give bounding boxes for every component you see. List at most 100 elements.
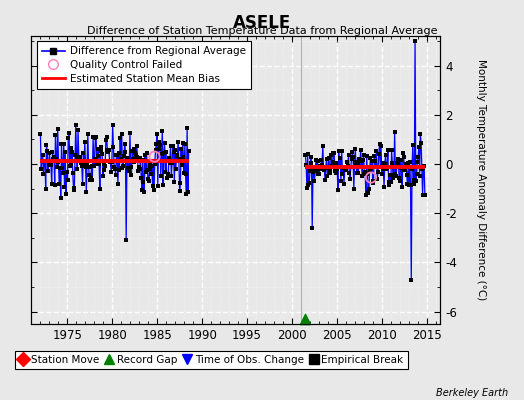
Point [326,170,334,176]
Point [316,166,325,172]
Point [322,155,331,162]
Point [153,130,161,137]
Point [121,149,129,155]
Point [414,143,423,150]
Point [132,152,140,158]
Point [139,179,148,186]
Text: Berkeley Earth: Berkeley Earth [436,388,508,398]
Point [346,164,355,170]
Point [363,171,372,177]
Point [388,160,397,166]
Point [379,166,387,172]
Point [92,134,100,140]
Point [304,182,313,188]
Point [329,149,337,156]
Point [174,156,183,162]
Point [403,180,412,187]
Point [350,186,358,192]
Point [112,152,121,158]
Point [43,148,51,155]
Point [416,131,424,138]
Point [387,147,396,154]
Point [140,189,148,196]
Point [73,166,81,173]
Point [137,175,146,182]
Point [124,165,133,171]
Point [341,166,350,173]
Point [64,134,72,141]
Point [89,134,97,140]
Point [397,156,405,163]
Point [184,148,193,154]
Point [41,158,49,164]
Point [307,154,315,160]
Point [105,147,113,154]
Point [301,316,310,322]
Point [341,166,349,172]
Point [169,149,178,155]
Point [126,164,135,170]
Point [155,146,163,152]
Point [172,166,180,172]
Point [408,166,416,172]
Point [323,173,332,179]
Point [143,150,151,156]
Point [313,168,321,174]
Point [330,150,339,156]
Point [329,159,337,165]
Point [102,133,111,140]
Point [367,165,375,171]
Point [337,148,346,154]
Point [156,142,164,148]
Point [418,166,426,173]
Point [149,158,158,164]
Point [52,155,60,162]
Point [79,181,87,187]
Point [334,148,343,154]
Point [381,152,390,159]
Point [42,142,51,148]
Point [134,168,143,174]
Point [108,122,117,128]
Point [170,179,179,186]
Point [72,154,81,160]
Point [93,161,101,168]
Point [325,155,333,161]
Point [377,143,385,150]
Point [38,157,46,164]
Point [180,170,188,176]
Point [369,180,378,187]
Point [395,175,403,181]
Point [366,154,375,161]
Point [354,170,363,176]
Point [147,171,155,178]
Point [387,178,395,185]
Point [328,162,336,169]
Point [364,190,373,196]
Point [181,140,189,147]
Point [181,171,190,177]
Point [48,149,57,155]
Point [62,168,71,175]
Point [397,164,406,171]
Point [406,182,414,188]
Point [136,166,144,172]
Point [141,152,149,158]
Point [371,158,379,164]
Point [389,174,397,181]
Point [85,172,93,178]
Point [337,178,345,184]
Point [128,148,136,154]
Point [88,177,96,183]
Point [56,164,64,171]
Point [48,181,56,188]
Point [168,160,176,166]
Point [416,173,424,179]
Point [112,172,120,178]
Point [131,150,139,156]
Point [57,194,65,201]
Point [162,175,171,181]
Point [410,181,419,188]
Point [184,188,192,195]
Point [378,160,387,166]
